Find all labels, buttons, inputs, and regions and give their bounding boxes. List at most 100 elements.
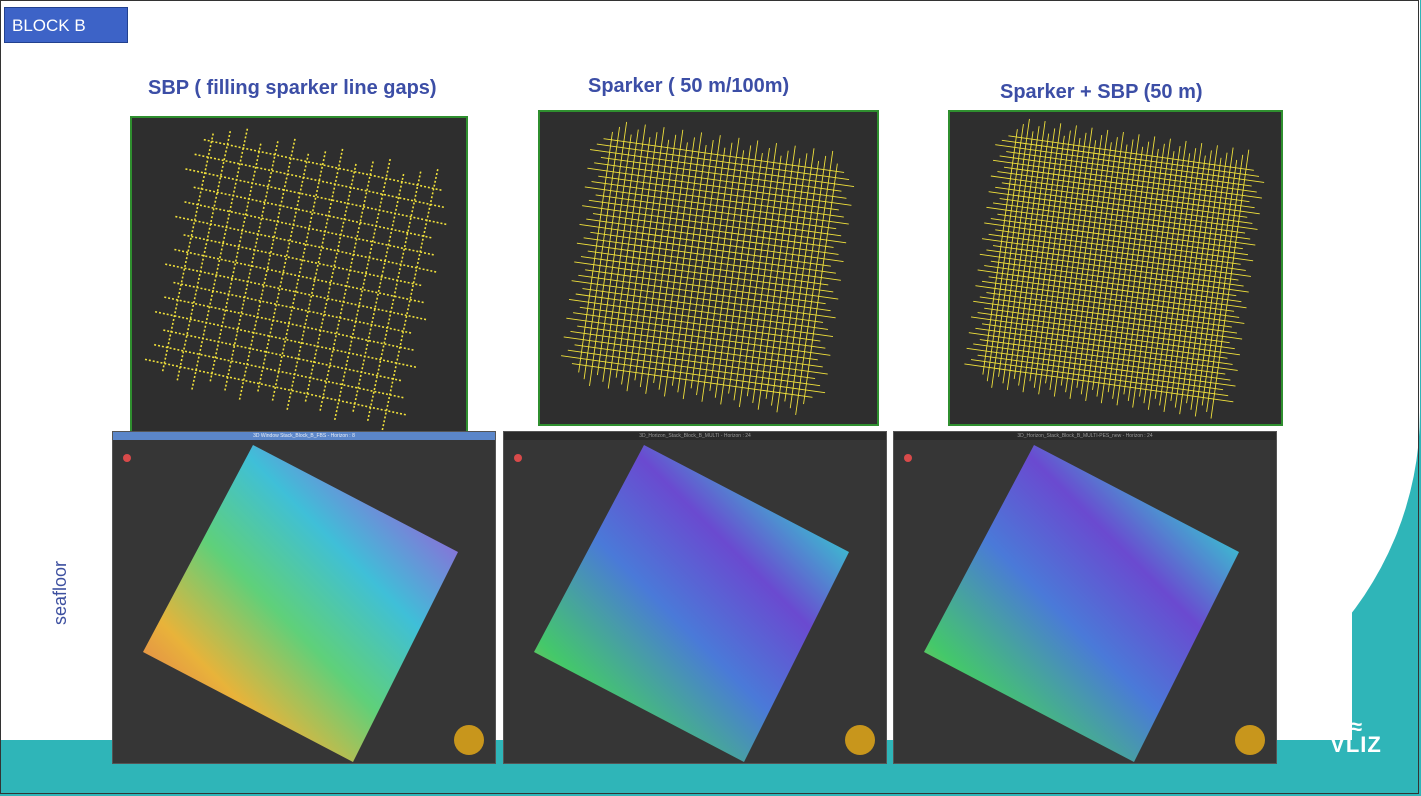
track-line xyxy=(381,169,439,431)
track-line xyxy=(784,160,820,402)
track-line xyxy=(585,269,826,305)
track-line xyxy=(183,234,422,287)
compass-icon xyxy=(904,454,912,462)
track-line xyxy=(1096,139,1134,397)
track-line xyxy=(175,215,437,273)
track-line xyxy=(1132,138,1171,408)
track-line xyxy=(990,260,1237,297)
track-grid xyxy=(561,121,855,415)
track-line xyxy=(975,327,1233,365)
track-line xyxy=(977,269,1247,309)
window-title[interactable]: 3D Window Stack_Block_B_FBS - Horizon : … xyxy=(113,432,495,440)
track-line xyxy=(975,285,1245,324)
track-map-sbp xyxy=(130,116,468,434)
track-lines-sparker-sbp xyxy=(964,118,1265,419)
track-line xyxy=(574,344,816,380)
track-line xyxy=(984,265,1242,303)
window-title[interactable]: 3D_Horizon_Stack_Block_B_MULTI - Horizon… xyxy=(504,432,886,440)
globe-icon[interactable] xyxy=(845,725,875,755)
track-line xyxy=(224,141,279,391)
track-line xyxy=(979,339,1226,375)
globe-icon[interactable] xyxy=(454,725,484,755)
track-line xyxy=(1186,157,1222,404)
track-line xyxy=(271,151,327,401)
compass-icon xyxy=(514,454,522,462)
track-line xyxy=(561,355,826,394)
track-line xyxy=(144,358,406,416)
track-line xyxy=(574,261,839,300)
block-label: BLOCK B xyxy=(4,7,128,43)
track-line xyxy=(304,163,357,402)
track-line xyxy=(979,296,1238,334)
track-line xyxy=(570,331,823,368)
track-line xyxy=(964,363,1234,403)
track-line xyxy=(193,186,432,239)
track-line xyxy=(579,306,821,342)
globe-icon[interactable] xyxy=(1235,725,1265,755)
track-line xyxy=(1154,153,1191,399)
track-line xyxy=(977,312,1235,350)
surface-patch xyxy=(143,445,458,762)
track-line xyxy=(752,150,789,403)
track-line xyxy=(1210,149,1250,419)
track-line xyxy=(567,349,821,387)
track-line xyxy=(789,155,827,409)
track-line xyxy=(966,347,1236,387)
track-line xyxy=(1147,140,1187,410)
track-line xyxy=(733,147,770,401)
track-line xyxy=(176,130,232,381)
track-line xyxy=(970,359,1229,397)
seafloor-surface-3 xyxy=(904,445,1265,762)
column-title-sparker-sbp: Sparker + SBP (50 m) xyxy=(1000,81,1203,103)
track-line xyxy=(1107,146,1144,393)
track-line xyxy=(154,343,404,399)
track-line xyxy=(757,145,796,410)
track-line xyxy=(1143,145,1181,404)
track-line xyxy=(690,147,726,389)
surface-window-3[interactable]: 3D_Horizon_Stack_Block_B_MULTI-PES_new -… xyxy=(893,431,1277,764)
track-grid xyxy=(144,128,447,431)
track-line xyxy=(577,325,818,361)
track-line xyxy=(1206,154,1244,413)
track-line xyxy=(1127,143,1165,402)
track-line xyxy=(185,168,447,226)
seafloor-surface-1 xyxy=(123,445,484,762)
track-line xyxy=(154,310,417,368)
track-line xyxy=(165,263,427,321)
window-title[interactable]: 3D_Horizon_Stack_Block_B_MULTI-PES_new -… xyxy=(894,432,1276,440)
track-line xyxy=(981,280,1240,318)
track-line xyxy=(984,307,1230,344)
track-map-sparker-sbp xyxy=(948,110,1283,426)
track-line xyxy=(578,274,831,312)
track-line xyxy=(765,158,801,399)
track-line xyxy=(566,317,831,356)
track-line xyxy=(173,281,412,334)
track-line xyxy=(1170,155,1206,402)
track-line xyxy=(1139,151,1175,397)
vliz-logo: ≈ VLIZ xyxy=(1330,716,1382,757)
track-line xyxy=(575,293,829,330)
track-line xyxy=(573,312,826,349)
column-title-sparker: Sparker ( 50 m/100m) xyxy=(588,75,790,97)
surface-window-1[interactable]: 3D Window Stack_Block_B_FBS - Horizon : … xyxy=(112,431,496,764)
track-line xyxy=(366,171,422,421)
track-line xyxy=(1190,152,1228,410)
column-title-sbp: SBP ( filling sparker line gaps) xyxy=(148,77,437,99)
track-lines-sparker xyxy=(561,121,855,415)
track-line xyxy=(163,329,402,382)
logo-text: VLIZ xyxy=(1330,732,1382,757)
track-line xyxy=(1201,159,1238,406)
track-line xyxy=(563,336,828,375)
track-line xyxy=(184,201,434,256)
track-line xyxy=(973,343,1231,381)
track-map-sparker xyxy=(538,110,879,426)
track-line xyxy=(981,323,1228,359)
track-line xyxy=(571,363,813,398)
track-line xyxy=(1123,148,1159,395)
track-line xyxy=(803,163,838,405)
compass-icon xyxy=(123,454,131,462)
surface-window-2[interactable]: 3D_Horizon_Stack_Block_B_MULTI - Horizon… xyxy=(503,431,887,764)
track-line xyxy=(1163,143,1203,413)
seafloor-label: seafloor xyxy=(50,560,70,625)
track-line xyxy=(1179,145,1218,415)
